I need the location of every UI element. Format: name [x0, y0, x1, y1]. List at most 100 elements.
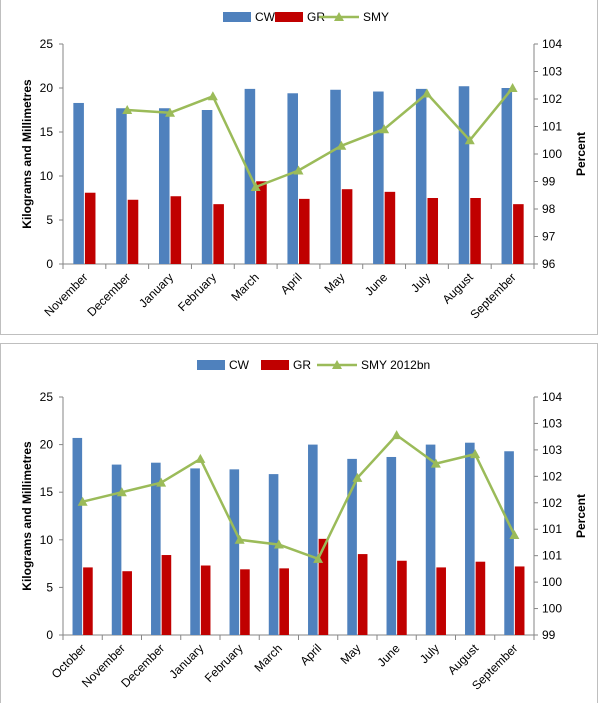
y-tick-label-right: 99 — [542, 175, 556, 189]
x-tick-label: March — [252, 641, 285, 674]
y-tick-label-right: 102 — [542, 469, 562, 483]
y-axis-title-right: Percent — [574, 132, 588, 176]
bar-cw-september — [504, 451, 514, 635]
x-tick-label: November — [41, 270, 90, 319]
bar-gr-may — [341, 189, 353, 264]
bar-cw-january — [158, 108, 170, 265]
marker-smy-august — [464, 135, 475, 145]
x-tick-label: February — [175, 270, 219, 314]
chart-2: 051015202599100100101101102102103103104O… — [20, 358, 588, 693]
legend-swatch-cw — [223, 12, 251, 22]
bar-gr-august — [475, 561, 486, 635]
bar-gr-january — [200, 565, 211, 635]
y-tick-label-right: 101 — [542, 522, 562, 536]
bar-cw-august — [458, 86, 470, 265]
y-axis-title-right: Percent — [574, 494, 588, 538]
legend-swatch-cw — [197, 360, 225, 370]
y-tick-label-left: 5 — [46, 580, 53, 594]
legend-swatch-gr — [261, 360, 289, 370]
y-tick-label-left: 25 — [40, 390, 54, 404]
bar-gr-april — [318, 538, 329, 635]
x-tick-label: August — [445, 641, 482, 678]
marker-smy-2012bn-june — [391, 430, 402, 440]
y-tick-label-right: 104 — [542, 37, 562, 51]
bar-cw-april — [287, 93, 298, 264]
bar-cw-september — [501, 88, 513, 264]
y-tick-label-left: 15 — [40, 485, 54, 499]
y-tick-label-right: 96 — [542, 257, 556, 271]
bar-gr-march — [256, 181, 267, 264]
marker-smy-july — [421, 88, 432, 98]
x-tick-label: April — [278, 270, 305, 297]
marker-smy-2012bn-may — [352, 472, 363, 482]
bar-gr-october — [83, 567, 93, 635]
bar-cw-october — [72, 437, 83, 635]
y-tick-label-right: 100 — [542, 575, 562, 589]
line-smy — [127, 87, 514, 189]
bar-cw-december — [116, 108, 127, 265]
bar-gr-september — [514, 566, 525, 635]
x-tick-label: April — [297, 641, 324, 668]
chart-panel-1: 0 5 10 15 20 25 96 97 98 99 100 101 102 103 104 Novembe… — [0, 0, 598, 335]
y-tick-label-right: 102 — [542, 496, 562, 510]
marker-smy-2012bn-january — [195, 453, 206, 463]
bar-gr-november — [122, 571, 132, 635]
x-tick-label: June — [374, 641, 403, 670]
y-tick-label-right: 103 — [542, 65, 562, 79]
marker-smy-2012bn-november — [116, 487, 127, 497]
y-axis-title-left: Kilograms and Millimetres — [20, 79, 34, 229]
legend-swatch-gr — [275, 12, 303, 22]
bar-gr-march — [279, 568, 289, 635]
x-tick-label: January — [136, 270, 176, 310]
legend-marker-smy — [334, 12, 344, 21]
bar-gr-january — [170, 196, 182, 264]
legend-label-cw: CW — [229, 358, 250, 372]
bar-cw-december — [151, 462, 161, 635]
legend-label-smy-2012bn: SMY 2012bn — [361, 358, 430, 372]
marker-smy-march — [250, 182, 261, 191]
y-tick-label-right: 104 — [542, 390, 562, 404]
x-tick-label: December — [84, 270, 133, 319]
bar-cw-july — [415, 88, 427, 264]
bar-cw-november — [111, 464, 122, 635]
marker-smy-december — [122, 105, 133, 114]
legend-label-cw: CW — [255, 10, 276, 24]
y-tick-label-right: 101 — [542, 120, 562, 134]
bar-cw-july — [425, 444, 436, 635]
chart-1: 0 5 10 15 20 25 96 97 98 99 100 101 102 103 104 Novembe… — [20, 10, 588, 322]
bar-gr-may — [357, 554, 368, 635]
legend-marker-smy-2012bn — [332, 360, 342, 369]
y-tick-label-left: 0 — [46, 257, 53, 271]
bar-cw-may — [347, 458, 357, 635]
y-tick-label-left: 10 — [40, 169, 54, 183]
x-tick-label: March — [228, 270, 261, 303]
y-tick-label-left: 20 — [40, 438, 54, 452]
y-tick-label-left: 5 — [46, 213, 53, 227]
marker-smy-february — [207, 91, 218, 101]
bar-cw-february — [201, 110, 213, 264]
bar-gr-december — [127, 199, 139, 264]
y-tick-label-left: 25 — [40, 37, 54, 51]
marker-smy-2012bn-december — [156, 477, 167, 487]
marker-smy-2012bn-april — [313, 553, 324, 563]
bar-gr-june — [397, 560, 407, 635]
x-tick-label: July — [417, 641, 442, 666]
chart-panel-2: 0 5 10 15 20 25 99 100 100 101 101 102 102 103 103 104 O… — [0, 343, 598, 703]
marker-smy-2012bn-september — [509, 530, 520, 540]
x-tick-label: December — [118, 641, 167, 690]
y-tick-label-right: 100 — [542, 147, 562, 161]
y-axis-title-left: Kilograms and Millimetres — [20, 441, 34, 591]
x-tick-label: January — [166, 641, 206, 681]
bar-gr-july — [427, 198, 439, 264]
bar-cw-november — [73, 102, 84, 265]
y-tick-label-right: 98 — [542, 202, 556, 216]
marker-smy-2012bn-july — [430, 458, 441, 468]
y-tick-label-left: 20 — [40, 81, 54, 95]
marker-smy-2012bn-march — [273, 539, 284, 549]
bar-cw-march — [268, 474, 279, 635]
bar-gr-august — [470, 198, 481, 264]
marker-smy-september — [507, 83, 518, 92]
bar-gr-september — [513, 204, 524, 264]
y-tick-label-left: 0 — [46, 628, 53, 642]
y-tick-label-right: 103 — [542, 416, 562, 430]
